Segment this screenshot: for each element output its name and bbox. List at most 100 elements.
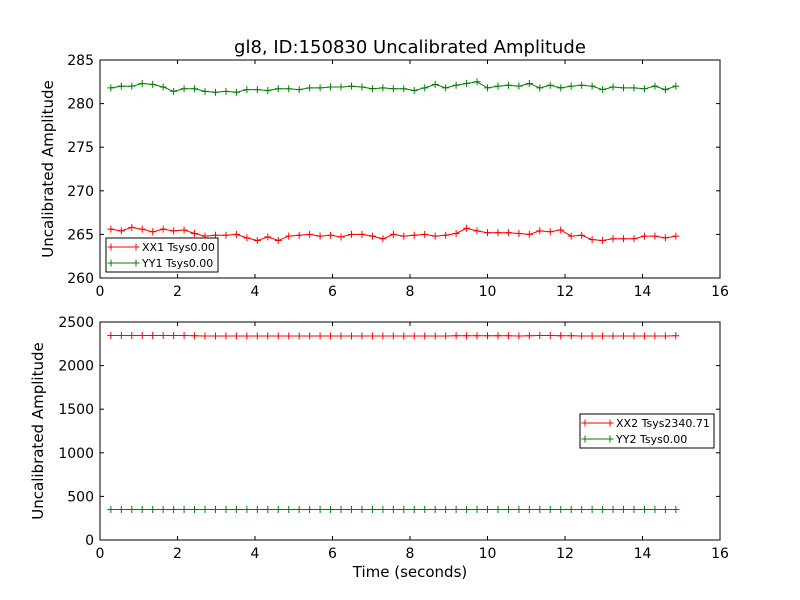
top-data-point (222, 231, 230, 239)
bottom-x-tick-label: 16 (711, 546, 729, 562)
bottom-data-point (347, 505, 355, 513)
top-y-tick-label: 280 (67, 97, 94, 113)
top-data-point (117, 227, 125, 235)
bottom-data-point (253, 505, 261, 513)
top-x-tick-label: 4 (251, 284, 260, 300)
bottom-legend-marker (606, 435, 614, 443)
bottom-data-point (484, 332, 491, 340)
bottom-data-point (588, 332, 596, 340)
bottom-data-point (630, 332, 638, 340)
bottom-y-tick-label: 2500 (58, 315, 94, 331)
bottom-data-point (504, 505, 512, 513)
top-data-point (358, 230, 366, 238)
top-data-point (358, 83, 366, 91)
bottom-data-point (306, 332, 314, 340)
bottom-y-tick-label: 1500 (58, 402, 94, 418)
top-data-point (138, 225, 146, 233)
top-data-point (620, 84, 628, 92)
bottom-data-point (609, 332, 617, 340)
top-data-point (327, 83, 335, 91)
bottom-y-tick-label: 1000 (58, 446, 94, 462)
top-data-point (494, 82, 502, 90)
top-data-point (379, 84, 387, 92)
top-data-point (640, 232, 648, 240)
bottom-data-point (285, 505, 293, 513)
top-data-point (170, 227, 178, 235)
bottom-data-point (567, 332, 575, 340)
bottom-data-point (546, 505, 554, 513)
bottom-data-point (201, 332, 209, 340)
top-data-point (588, 82, 596, 90)
bottom-data-point (421, 332, 429, 340)
bottom-x-tick-label: 2 (173, 546, 182, 562)
bottom-data-point (442, 505, 450, 513)
top-data-point (327, 231, 335, 239)
bottom-data-point (253, 332, 261, 340)
top-data-point (295, 86, 303, 94)
bottom-data-point (494, 332, 502, 340)
top-data-point (484, 84, 491, 92)
bottom-data-point (138, 505, 146, 513)
bottom-data-point (463, 332, 471, 340)
top-data-point (463, 80, 471, 88)
top-data-point (295, 231, 303, 239)
top-data-point (630, 84, 638, 92)
bottom-data-point (578, 332, 586, 340)
bottom-data-point (452, 332, 460, 340)
bottom-data-point (620, 332, 628, 340)
bottom-data-point (452, 505, 460, 513)
top-y-tick-label: 285 (67, 53, 94, 69)
bottom-data-point (473, 332, 481, 340)
bottom-data-point (337, 505, 345, 513)
top-data-point (546, 81, 554, 89)
top-data-point (389, 230, 397, 238)
bottom-y-tick-label: 2000 (58, 359, 94, 375)
top-data-point (368, 85, 376, 93)
top-data-point (410, 231, 418, 239)
bottom-data-point (107, 505, 115, 513)
top-data-point (128, 223, 136, 231)
top-data-point (484, 229, 491, 237)
top-data-point (222, 87, 230, 95)
top-legend-marker (132, 243, 140, 251)
bottom-x-tick-label: 8 (406, 546, 415, 562)
top-data-point (389, 85, 397, 93)
top-data-point (243, 234, 251, 242)
top-y-tick-label: 260 (67, 271, 94, 287)
top-data-point (567, 232, 575, 240)
bottom-legend-marker (606, 419, 614, 427)
bottom-data-point (170, 332, 178, 340)
bottom-data-point (515, 332, 523, 340)
bottom-y-tick-label: 0 (85, 533, 94, 549)
bottom-data-point (609, 505, 617, 513)
bottom-x-tick-label: 12 (556, 546, 574, 562)
bottom-data-point (180, 505, 188, 513)
top-data-point (609, 83, 617, 91)
top-data-point (410, 87, 418, 95)
top-data-point (347, 82, 355, 90)
bottom-data-point (379, 332, 387, 340)
bottom-data-point (484, 505, 491, 513)
bottom-data-point (672, 505, 680, 513)
top-data-point (191, 230, 199, 238)
top-data-point (180, 226, 188, 234)
bottom-data-point (379, 505, 387, 513)
bottom-data-point (211, 332, 219, 340)
top-legend-label: XX1 Tsys0.00 (142, 241, 215, 254)
bottom-x-tick-label: 0 (96, 546, 105, 562)
bottom-data-point (232, 505, 240, 513)
top-data-point (285, 232, 293, 240)
top-data-point (557, 84, 565, 92)
bottom-data-point (368, 505, 376, 513)
top-data-point (232, 88, 240, 96)
top-data-point (107, 84, 115, 92)
bottom-data-point (578, 505, 586, 513)
bottom-data-point (222, 505, 230, 513)
bottom-data-point (159, 332, 167, 340)
top-data-point (191, 85, 199, 93)
top-data-point (138, 80, 146, 88)
top-y-tick-label: 270 (67, 184, 94, 200)
top-data-point (274, 237, 282, 245)
bottom-data-point (515, 505, 523, 513)
bottom-legend-label: XX2 Tsys2340.71 (616, 417, 710, 430)
